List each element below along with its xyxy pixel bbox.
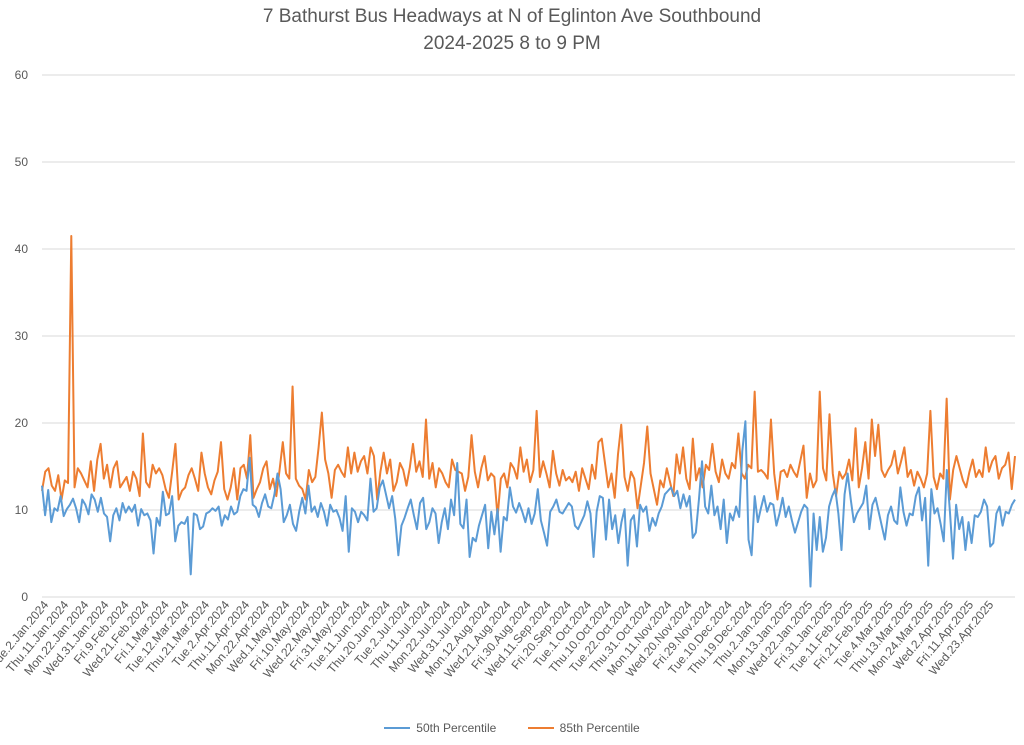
chart-subtitle: 2024-2025 8 to 9 PM [423,33,601,54]
legend-item-50th: 50th Percentile [384,721,496,735]
legend-swatch-85th [527,727,554,729]
legend-item-85th: 85th Percentile [527,721,640,735]
series-line-85th-percentile [41,234,1016,518]
y-tick-label: 20 [15,416,29,430]
y-tick-label: 40 [15,242,29,256]
y-axis-ticks: 0 10 20 30 40 50 60 [15,68,29,604]
x-axis-ticks: Tue.2.Jan.2024Thu.11.Jan.2024Mon.22.Jan.… [0,598,997,681]
y-tick-label: 60 [15,68,29,82]
legend-swatch-50th [384,727,411,729]
series-lines [41,234,1016,588]
y-tick-label: 10 [15,503,29,517]
series-line-50th-percentile [41,420,1016,588]
y-tick-label: 50 [15,155,29,169]
legend-label-50th: 50th Percentile [416,721,497,735]
legend-label-85th: 85th Percentile [559,721,640,735]
legend: 50th Percentile 85th Percentile [0,718,1024,735]
y-tick-label: 0 [21,590,28,604]
line-chart: 0 10 20 30 40 50 60 Tue.2.Jan.2024Thu.11.Jan.2… [0,68,1016,681]
y-tick-label: 30 [15,329,29,343]
chart-title: 7 Bathurst Bus Headways at N of Eglinton… [262,6,762,27]
